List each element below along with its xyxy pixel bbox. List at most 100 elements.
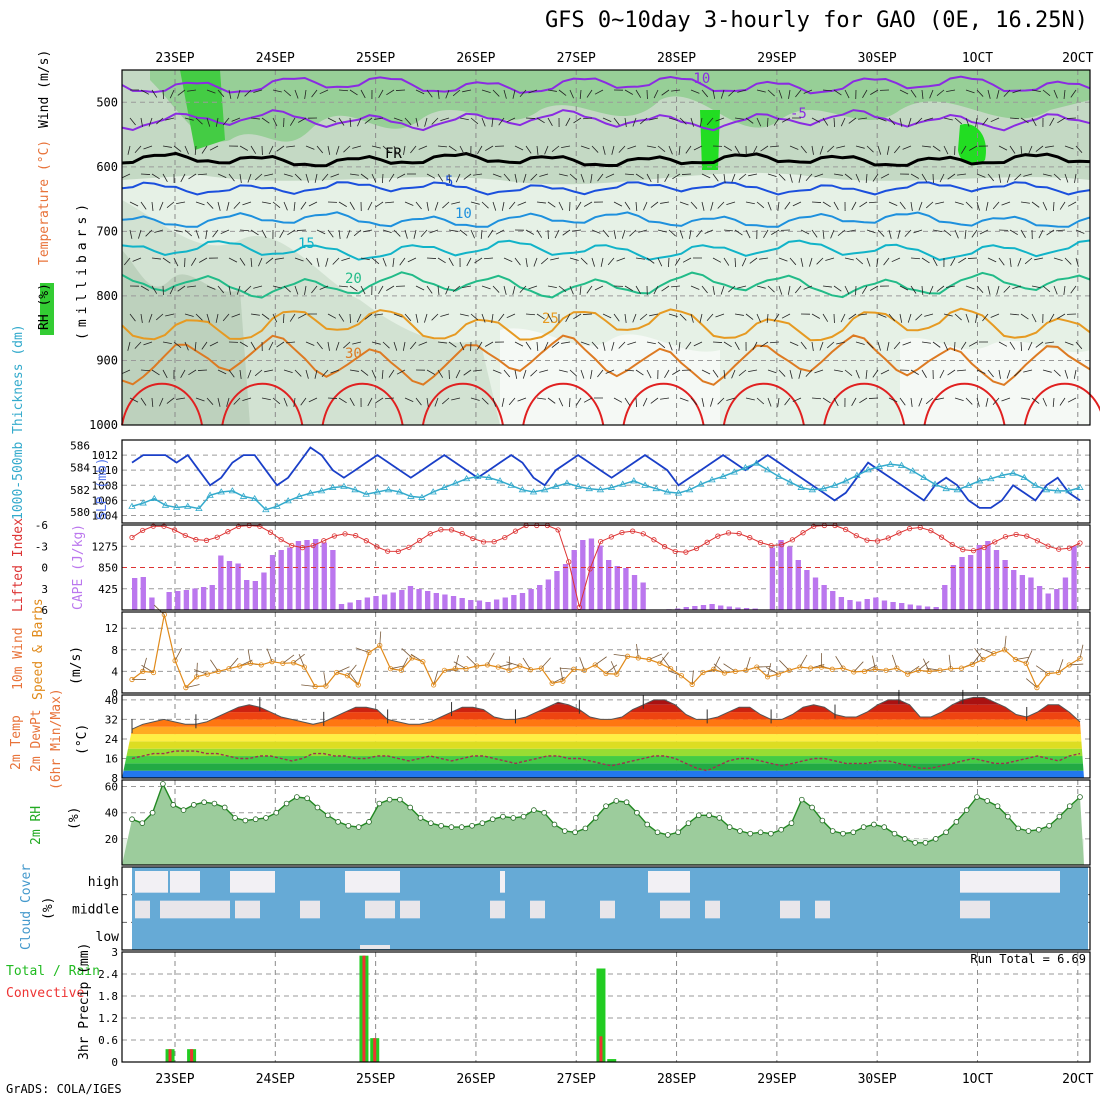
wind-barb xyxy=(859,397,868,404)
wind-barb xyxy=(618,145,626,153)
wind-barb xyxy=(1075,145,1083,153)
wind-barb xyxy=(289,313,296,322)
wind-barb xyxy=(672,173,681,180)
wind-barb xyxy=(924,313,934,317)
date-label-bottom: 27SEP xyxy=(557,1072,596,1087)
wind-barb xyxy=(968,341,978,347)
wind-barb xyxy=(667,257,670,268)
panel-frame xyxy=(121,611,1091,694)
wind-barb-10m xyxy=(522,657,531,670)
temp-tick: 24 xyxy=(105,733,119,746)
thickness-marker xyxy=(1042,486,1051,493)
wind-barb-10m xyxy=(636,643,639,658)
wind-barb xyxy=(685,341,692,350)
wind-barb-10m xyxy=(1035,665,1048,674)
thickness-marker xyxy=(685,486,694,493)
dewpt-axis-label: 2m DewPt xyxy=(29,709,44,772)
cape-bar xyxy=(502,597,508,610)
wind-barb xyxy=(413,229,417,239)
wind-barb xyxy=(250,145,257,154)
wind-barb xyxy=(517,397,527,402)
wind-barb xyxy=(738,369,747,376)
wind-barb xyxy=(297,313,307,319)
wind-barb xyxy=(1042,369,1052,373)
precip-tick: 0.6 xyxy=(98,1034,118,1047)
wind-barb xyxy=(1057,117,1066,124)
wind-barb xyxy=(671,285,681,288)
cape-bar xyxy=(1002,560,1008,610)
wind-barb xyxy=(591,341,599,349)
wind-barb-10m xyxy=(872,655,876,670)
wind-barb xyxy=(228,369,235,378)
wind-barb xyxy=(967,257,978,259)
wind-barb xyxy=(195,201,205,206)
wind-barb xyxy=(386,285,395,291)
wind-barb xyxy=(800,145,807,154)
wind-barb xyxy=(954,313,962,321)
wind-barb xyxy=(800,341,807,350)
cloud-mid-patch xyxy=(530,900,545,919)
wind-barb xyxy=(239,257,246,266)
wind-barb xyxy=(767,173,777,178)
thickness-marker xyxy=(730,468,738,475)
lifted-index-marker xyxy=(598,538,604,545)
wind-barb xyxy=(445,89,450,99)
wind-barb xyxy=(876,257,879,267)
wind-barb xyxy=(872,369,879,378)
slp-tick: 1008 xyxy=(92,479,119,492)
lifted-index-marker xyxy=(885,535,891,541)
chart-title: GFS 0~10day 3-hourly for GAO (0E, 16.25N… xyxy=(544,8,1088,33)
lifted-index-marker xyxy=(747,535,753,541)
wind-barb xyxy=(851,201,857,211)
cape-bar xyxy=(674,608,681,610)
wind-barb xyxy=(965,89,975,94)
wind-barb xyxy=(582,313,593,315)
thickness-marker xyxy=(239,492,248,499)
wind-barb xyxy=(685,145,692,154)
wind-barb xyxy=(162,257,171,264)
wind-barb xyxy=(632,117,637,127)
cape-bar xyxy=(838,597,845,610)
rh-marker xyxy=(778,826,784,833)
wind-barb xyxy=(1014,369,1022,377)
wind-barb xyxy=(536,145,539,155)
cape-bar xyxy=(476,600,483,610)
wind-barb xyxy=(734,145,740,154)
wind-barb xyxy=(899,117,903,127)
cloud-high-patch xyxy=(345,871,400,893)
isotherm-label: 15 xyxy=(298,236,315,252)
wind-barb xyxy=(272,117,278,127)
wind-barb xyxy=(188,369,197,376)
temp-tick: 8 xyxy=(111,772,118,785)
wind-barb xyxy=(975,117,978,127)
thickness-marker xyxy=(808,486,817,493)
wind-speed-marker xyxy=(409,655,415,661)
rh-marker xyxy=(582,825,589,832)
wind-barb xyxy=(547,313,553,323)
wind-barb xyxy=(272,285,282,289)
wind-barb xyxy=(568,397,571,408)
wind-barb xyxy=(217,397,221,407)
wind-barb xyxy=(253,89,263,93)
wind-barb xyxy=(399,257,406,266)
wind-barb xyxy=(899,313,903,323)
wind-barb xyxy=(325,257,329,267)
wind-barb-10m xyxy=(662,657,671,669)
thickness-marker xyxy=(496,477,504,484)
thickness-marker xyxy=(786,478,794,485)
wind-barb xyxy=(723,173,726,183)
wind-barb xyxy=(300,201,307,210)
wind-barb xyxy=(404,117,412,125)
wind-barb xyxy=(173,257,179,267)
wind-barb xyxy=(766,117,769,128)
thickness-marker xyxy=(206,491,214,498)
wind-barb xyxy=(935,397,945,401)
wind-barb xyxy=(327,397,338,399)
wind-barb xyxy=(140,173,151,175)
wind-barb xyxy=(899,201,906,210)
wind-barb-10m xyxy=(487,652,495,666)
lifted-index-marker xyxy=(981,544,987,551)
wind-barb xyxy=(314,173,318,183)
wind-barb xyxy=(327,341,330,351)
rh-marker xyxy=(747,830,754,837)
